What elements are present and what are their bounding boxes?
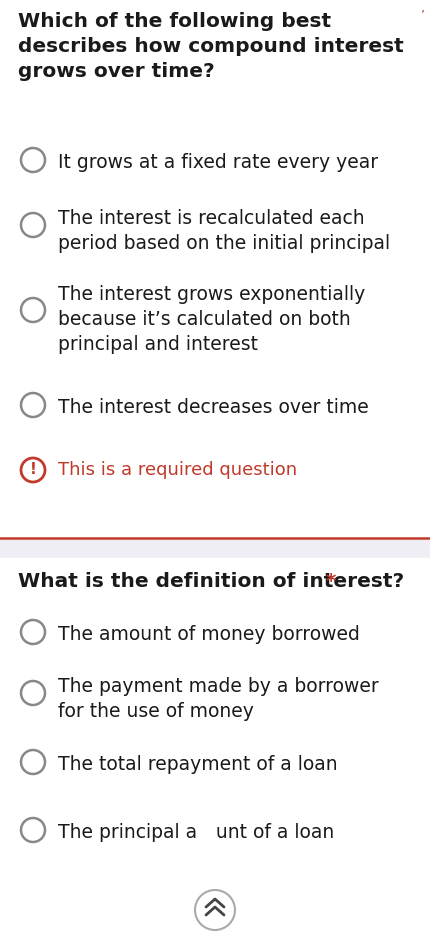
Text: Which of the following best
describes how compound interest
grows over time?: Which of the following best describes ho… — [18, 12, 404, 81]
Text: It grows at a fixed rate every year: It grows at a fixed rate every year — [58, 153, 378, 172]
Text: The principal a unt of a loan: The principal a unt of a loan — [58, 823, 334, 842]
Text: This is a required question: This is a required question — [58, 461, 297, 479]
Text: The payment made by a borrower
for the use of money: The payment made by a borrower for the u… — [58, 677, 379, 721]
Text: ’: ’ — [421, 8, 425, 21]
Text: The amount of money borrowed: The amount of money borrowed — [58, 625, 360, 644]
Bar — [0, 540, 430, 558]
Bar — [0, 558, 430, 942]
Text: What is the definition of interest?: What is the definition of interest? — [18, 572, 404, 591]
Text: The total repayment of a loan: The total repayment of a loan — [58, 755, 338, 774]
Text: The interest decreases over time: The interest decreases over time — [58, 398, 369, 417]
Text: !: ! — [30, 463, 37, 478]
Text: The interest grows exponentially
because it’s calculated on both
principal and i: The interest grows exponentially because… — [58, 285, 365, 354]
Bar — [0, 0, 430, 540]
Text: *: * — [319, 572, 336, 591]
Text: The interest is recalculated each
period based on the initial principal: The interest is recalculated each period… — [58, 209, 390, 253]
